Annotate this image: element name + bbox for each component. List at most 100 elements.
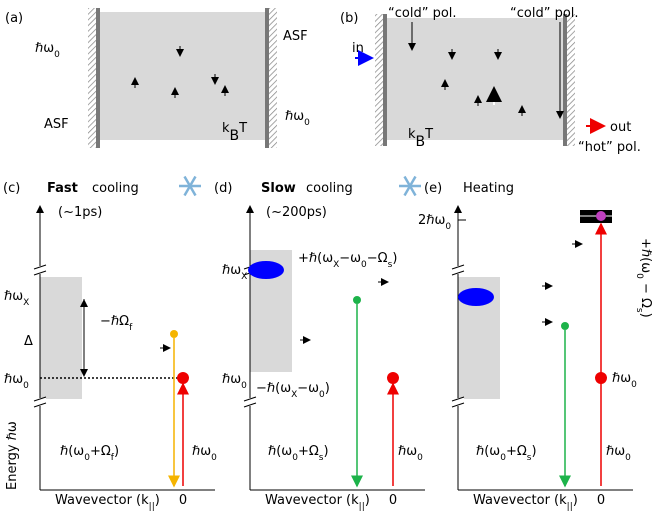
emission-label-part: ℏ(ω [268,444,292,459]
phonon-label-part: s [634,308,644,313]
phonon-label-part: −ℏ(ω [256,381,291,396]
panel-title: Fast [47,181,78,196]
pump-label: ℏω0 [606,444,631,463]
phonon-label-part: 0 [319,390,325,400]
emission-label-part: +Ω [90,444,111,459]
emission-label: ℏ(ω0+Ωs) [268,444,329,463]
line [33,264,47,270]
level-label: ℏω0 [612,371,637,390]
x-axis-label-part: ) [155,493,160,508]
out-label: out [610,120,631,135]
x-axis-label-part: Wavevector (k [55,493,149,508]
pump-state [177,372,189,384]
emission-label-part: s [319,453,324,463]
panel-title: cooling [92,181,139,196]
exciton-reservoir [458,288,494,306]
pump-label-part: ℏω [192,444,211,459]
phonon-label: +ℏ(ωX−ω0−Ωs) [298,251,397,270]
phonon-label-part: s [388,260,393,270]
axis-break [244,398,256,406]
photon-label: ℏω0 [35,41,60,60]
pump-label-part: 0 [417,453,423,463]
mirror [375,14,385,146]
cold-label: “cold” pol. [388,6,457,21]
panel-label: (c) [3,181,20,196]
line [451,396,465,402]
photon-label-part: 0 [304,118,310,128]
line [451,270,465,276]
emission-label-part: s [527,453,532,463]
level-label-part: 0 [241,381,247,391]
x-axis-label-part: ) [573,493,578,508]
x-axis-label-part: ) [365,493,370,508]
level-label-part: ℏω [4,289,23,304]
emission-label-part: 0 [500,453,506,463]
phonon-label-part: 0 [634,273,644,279]
exciton-region [40,277,82,399]
two-photon-state [596,211,606,221]
phonon-label-part: +ℏ(ω [298,251,333,266]
gap-label: Δ [24,334,33,349]
emission-label-part: ℏ(ω [476,444,500,459]
panel-time: (~200ps) [266,205,327,220]
x-axis-label: Wavevector (k||) [55,493,160,512]
photon-label-part: ℏω [285,109,304,124]
temperature-label-part: k [408,127,416,142]
level-label: ℏω0 [4,372,29,391]
phonon-label-part: 0 [361,260,367,270]
level-label-part: ℏω [4,372,23,387]
x-axis-label-part: || [149,502,155,512]
mirror [267,8,277,148]
hot-label: “hot” pol. [578,140,641,155]
emission-label-part: f [111,453,115,463]
x-axis-label-part: || [567,502,573,512]
phonon-label-part: −ℏΩ [100,314,129,329]
panel-label: (a) [5,11,23,26]
x-axis-label-part: Wavevector (k [265,493,359,508]
photon-label-part: ℏω [35,41,54,56]
level-label-part: 0 [631,380,637,390]
photon-label: ℏω0 [285,109,310,128]
temperature-label: kBT [222,121,247,144]
photon-label-part: 0 [54,50,60,60]
pump-label-part: 0 [211,453,217,463]
temperature-label-part: T [238,121,247,136]
phonon-label-part: −ω [339,251,361,266]
level-label-part: 0 [445,222,451,232]
k-zero-label: 0 [389,493,397,508]
axis-break [34,398,46,406]
x-axis-label-part: || [359,502,365,512]
y-axis-label: Energy ℏω [5,421,20,490]
line [33,396,47,402]
level-label-part: 2ℏω [418,213,445,228]
level-label-part: X [23,298,29,308]
temperature-label-part: T [424,127,433,142]
snowflake [403,175,417,197]
phonon-label-part: ) [325,381,330,396]
polariton-state [170,330,178,338]
polariton-state [561,322,569,330]
phonon-label-part: − Ω [638,279,653,308]
mirror [565,14,575,146]
temperature-label: kBT [408,127,433,150]
pump-label: ℏω0 [398,444,423,463]
pump-label-part: 0 [625,453,631,463]
phonon-label-part: X [333,260,339,270]
panel-label: (b) [340,11,358,26]
emission-label-part: +Ω [506,444,527,459]
emission-label-part: ℏ(ω [60,444,84,459]
line [451,402,465,408]
line [243,396,257,402]
asf-label: ASF [44,117,69,132]
panel-title: Heating [463,181,514,196]
phonon-label: +ℏ(ω0 − Ωs) [634,238,653,318]
temperature-label-part: B [230,128,240,144]
pump-label: ℏω0 [192,444,217,463]
level-label-part: ℏω [612,371,631,386]
in-label: in [352,41,364,56]
emission-label: ℏ(ω0+Ωf) [60,444,119,463]
line [33,402,47,408]
phonon-label-part: −ω [297,381,319,396]
temperature-label-part: B [416,134,426,150]
